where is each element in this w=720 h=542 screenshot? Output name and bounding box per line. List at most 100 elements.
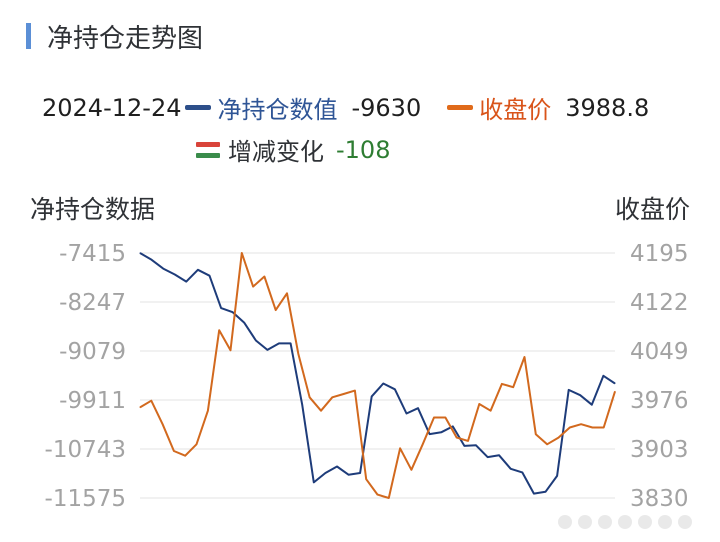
close-price-point bbox=[252, 286, 254, 288]
close-price-point bbox=[331, 396, 333, 398]
right-axis-title: 收盘价 bbox=[614, 195, 690, 224]
net-position-point bbox=[324, 472, 326, 474]
right-tick-label: 4049 bbox=[630, 339, 689, 365]
net-position-point bbox=[568, 389, 570, 391]
change-swatch bbox=[196, 141, 220, 158]
right-tick-label: 3903 bbox=[630, 437, 689, 463]
net-position-point bbox=[545, 491, 546, 493]
close-price-point bbox=[150, 400, 152, 402]
net-position-point bbox=[475, 444, 477, 446]
net-position-point bbox=[452, 425, 454, 427]
legend-row-primary: 2024-12-24 净持仓数值 -9630 收盘价 3988.8 bbox=[42, 90, 649, 125]
net-position-point bbox=[139, 252, 141, 254]
net-position-point bbox=[185, 281, 187, 283]
close-price-point bbox=[365, 478, 367, 480]
close-price-point bbox=[343, 393, 345, 395]
net-position-point bbox=[591, 404, 593, 406]
net-position-point bbox=[255, 340, 257, 341]
close-price-point bbox=[309, 396, 311, 398]
close-price-point bbox=[580, 423, 582, 425]
net-position-point bbox=[220, 307, 222, 309]
net-position-point bbox=[232, 311, 234, 313]
net-position-point bbox=[429, 433, 431, 435]
net-position-point bbox=[463, 445, 465, 447]
close-price-point bbox=[478, 403, 480, 405]
net-position-point bbox=[440, 431, 442, 433]
net-position-point bbox=[151, 259, 153, 261]
left-tick-label: -9911 bbox=[59, 388, 126, 414]
close-price-point bbox=[591, 427, 593, 428]
close-price-point bbox=[230, 349, 231, 351]
close-price-point bbox=[467, 440, 469, 442]
close-price-point bbox=[297, 353, 299, 355]
net-position-point bbox=[336, 466, 338, 467]
net-position-point bbox=[614, 383, 616, 384]
legend-close-value: 3988.8 bbox=[565, 93, 650, 122]
close-price-point bbox=[196, 443, 197, 445]
close-price-point bbox=[422, 443, 424, 445]
net-position-point bbox=[371, 395, 373, 397]
net-position-point bbox=[209, 275, 210, 277]
net-position-point bbox=[278, 342, 280, 344]
net-position-point bbox=[602, 375, 604, 377]
close-price-point bbox=[501, 383, 503, 385]
net-position-point bbox=[243, 322, 245, 324]
net-position-point bbox=[290, 342, 292, 344]
net-position-point bbox=[197, 269, 199, 271]
net-position-point bbox=[417, 407, 419, 409]
legend-net-label: 净持仓数值 bbox=[217, 96, 338, 124]
close-price-point bbox=[614, 390, 616, 392]
net-position-point bbox=[174, 274, 176, 275]
close-price-point bbox=[399, 447, 401, 449]
close-price-point bbox=[286, 292, 288, 294]
legend-net-value: -9630 bbox=[351, 93, 422, 122]
net-position-point bbox=[348, 474, 349, 476]
close-price-point bbox=[354, 390, 356, 392]
net-position-point bbox=[556, 475, 558, 477]
close-price-point bbox=[444, 417, 446, 418]
close-price-point bbox=[275, 309, 277, 311]
close-price-point bbox=[558, 437, 559, 439]
close-price-point bbox=[218, 329, 220, 331]
left-tick-label: -11575 bbox=[45, 486, 126, 512]
chart-title-bar: 净持仓走势图 bbox=[26, 22, 203, 54]
close-price-point bbox=[162, 423, 164, 425]
net-position-point bbox=[382, 383, 384, 384]
close-price-point bbox=[184, 455, 186, 457]
left-axis-title: 净持仓数据 bbox=[30, 195, 156, 224]
close-price-point bbox=[263, 276, 265, 277]
close-price-point bbox=[546, 443, 548, 445]
net-position-point bbox=[579, 394, 581, 396]
close-price-point bbox=[569, 427, 571, 428]
legend-change-value: -108 bbox=[336, 135, 391, 164]
net-position-point bbox=[394, 388, 396, 390]
net-position-point bbox=[521, 471, 523, 473]
close-price-point bbox=[410, 469, 412, 471]
close-price-point bbox=[524, 356, 525, 358]
close-price-point bbox=[512, 386, 514, 388]
net-position-point bbox=[266, 349, 268, 351]
legend-close-label: 收盘价 bbox=[479, 96, 552, 124]
close-price-point bbox=[433, 417, 435, 418]
watermark bbox=[558, 512, 708, 532]
legend-date: 2024-12-24 bbox=[42, 93, 182, 122]
left-tick-label: -7415 bbox=[59, 241, 126, 267]
close-price-point bbox=[456, 437, 458, 439]
right-tick-label: 3976 bbox=[630, 388, 689, 414]
net-position-swatch bbox=[185, 105, 212, 110]
chart-title: 净持仓走势图 bbox=[47, 23, 204, 54]
close-price-point bbox=[603, 427, 605, 428]
left-tick-label: -8247 bbox=[59, 290, 126, 316]
legend-change-label: 增减变化 bbox=[228, 138, 324, 166]
close-price-point bbox=[139, 406, 141, 408]
close-price-swatch bbox=[447, 105, 474, 110]
title-accent-bar bbox=[26, 23, 31, 49]
net-position-point bbox=[533, 493, 535, 495]
net-position-point bbox=[359, 472, 361, 474]
close-price-point bbox=[490, 410, 492, 412]
net-position-point bbox=[498, 454, 500, 456]
close-price-point bbox=[207, 410, 209, 412]
legend-row-change: 增减变化 -108 bbox=[196, 132, 390, 167]
left-tick-label: -9079 bbox=[59, 339, 126, 365]
